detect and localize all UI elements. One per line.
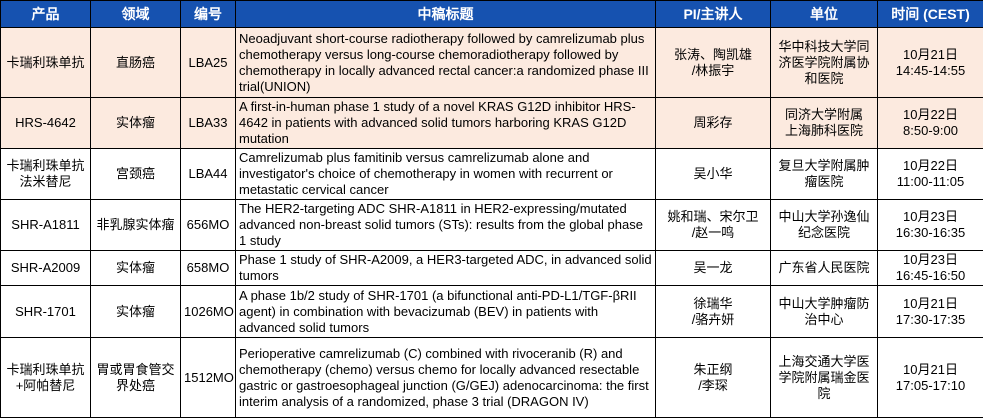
table-row: SHR-1701 实体瘤 1026MO A phase 1b/2 study o… bbox=[1, 286, 983, 338]
cell-title: A first-in-human phase 1 study of a nove… bbox=[236, 98, 656, 149]
cell-time: 10月21日 17:05-17:10 bbox=[878, 338, 983, 418]
cell-title: The HER2-targeting ADC SHR-A1811 in HER2… bbox=[236, 200, 656, 251]
cell-pi: 吴一龙 bbox=[656, 251, 771, 286]
cell-product: HRS-4642 bbox=[1, 98, 91, 149]
cell-field: 直肠癌 bbox=[91, 28, 181, 98]
header-pi: PI/主讲人 bbox=[656, 1, 771, 28]
cell-time: 10月22日 11:00-11:05 bbox=[878, 149, 983, 200]
cell-institution: 广东省人民医院 bbox=[771, 251, 878, 286]
table-row: 卡瑞利珠单抗 法米替尼 宫颈癌 LBA44 Camrelizumab plus … bbox=[1, 149, 983, 200]
table-row: HRS-4642 实体瘤 LBA33 A first-in-human phas… bbox=[1, 98, 983, 149]
cell-pi: 张涛、陶凯雄 /林振宇 bbox=[656, 28, 771, 98]
header-field: 领域 bbox=[91, 1, 181, 28]
cell-code: 656MO bbox=[181, 200, 236, 251]
header-product: 产品 bbox=[1, 1, 91, 28]
cell-field: 实体瘤 bbox=[91, 286, 181, 338]
cell-time: 10月21日 17:30-17:35 bbox=[878, 286, 983, 338]
table-row: SHR-A2009 实体瘤 658MO Phase 1 study of SHR… bbox=[1, 251, 983, 286]
cell-title: A phase 1b/2 study of SHR-1701 (a bifunc… bbox=[236, 286, 656, 338]
header-row: 产品 领域 编号 中稿标题 PI/主讲人 单位 时间 (CEST) bbox=[1, 1, 983, 28]
cell-field: 实体瘤 bbox=[91, 98, 181, 149]
cell-time: 10月23日 16:45-16:50 bbox=[878, 251, 983, 286]
cell-code: LBA25 bbox=[181, 28, 236, 98]
cell-code: 1512MO bbox=[181, 338, 236, 418]
cell-institution: 中山大学肿瘤防 治中心 bbox=[771, 286, 878, 338]
header-title: 中稿标题 bbox=[236, 1, 656, 28]
cell-title: Perioperative camrelizumab (C) combined … bbox=[236, 338, 656, 418]
cell-pi: 姚和瑞、宋尔卫 /赵一鸣 bbox=[656, 200, 771, 251]
cell-time: 10月22日 8:50-9:00 bbox=[878, 98, 983, 149]
header-institution: 单位 bbox=[771, 1, 878, 28]
cell-code: 1026MO bbox=[181, 286, 236, 338]
cell-product: 卡瑞利珠单抗 bbox=[1, 28, 91, 98]
cell-code: 658MO bbox=[181, 251, 236, 286]
header-code: 编号 bbox=[181, 1, 236, 28]
cell-product: SHR-A2009 bbox=[1, 251, 91, 286]
table-row: SHR-A1811 非乳腺实体瘤 656MO The HER2-targetin… bbox=[1, 200, 983, 251]
cell-product: 卡瑞利珠单抗 +阿帕替尼 bbox=[1, 338, 91, 418]
cell-institution: 华中科技大学同 济医学院附属协 和医院 bbox=[771, 28, 878, 98]
table-row: 卡瑞利珠单抗 直肠癌 LBA25 Neoadjuvant short-cours… bbox=[1, 28, 983, 98]
cell-product: 卡瑞利珠单抗 法米替尼 bbox=[1, 149, 91, 200]
cell-field: 非乳腺实体瘤 bbox=[91, 200, 181, 251]
cell-pi: 徐瑞华 /骆卉妍 bbox=[656, 286, 771, 338]
header-time: 时间 (CEST) bbox=[878, 1, 983, 28]
cell-title: Camrelizumab plus famitinib versus camre… bbox=[236, 149, 656, 200]
cell-time: 10月21日 14:45-14:55 bbox=[878, 28, 983, 98]
cell-field: 胃或胃食管交 界处癌 bbox=[91, 338, 181, 418]
cell-product: SHR-1701 bbox=[1, 286, 91, 338]
cell-time: 10月23日 16:30-16:35 bbox=[878, 200, 983, 251]
cell-pi: 周彩存 bbox=[656, 98, 771, 149]
cell-code: LBA33 bbox=[181, 98, 236, 149]
cell-field: 宫颈癌 bbox=[91, 149, 181, 200]
cell-institution: 同济大学附属 上海肺科医院 bbox=[771, 98, 878, 149]
cell-pi: 吴小华 bbox=[656, 149, 771, 200]
cell-institution: 中山大学孙逸仙 纪念医院 bbox=[771, 200, 878, 251]
table-row: 卡瑞利珠单抗 +阿帕替尼 胃或胃食管交 界处癌 1512MO Periopera… bbox=[1, 338, 983, 418]
cell-pi: 朱正纲 /李琛 bbox=[656, 338, 771, 418]
cell-product: SHR-A1811 bbox=[1, 200, 91, 251]
cell-code: LBA44 bbox=[181, 149, 236, 200]
cell-institution: 复旦大学附属肿 瘤医院 bbox=[771, 149, 878, 200]
cell-title: Phase 1 study of SHR-A2009, a HER3-targe… bbox=[236, 251, 656, 286]
cell-institution: 上海交通大学医 学院附属瑞金医 院 bbox=[771, 338, 878, 418]
cell-field: 实体瘤 bbox=[91, 251, 181, 286]
cell-title: Neoadjuvant short-course radiotherapy fo… bbox=[236, 28, 656, 98]
